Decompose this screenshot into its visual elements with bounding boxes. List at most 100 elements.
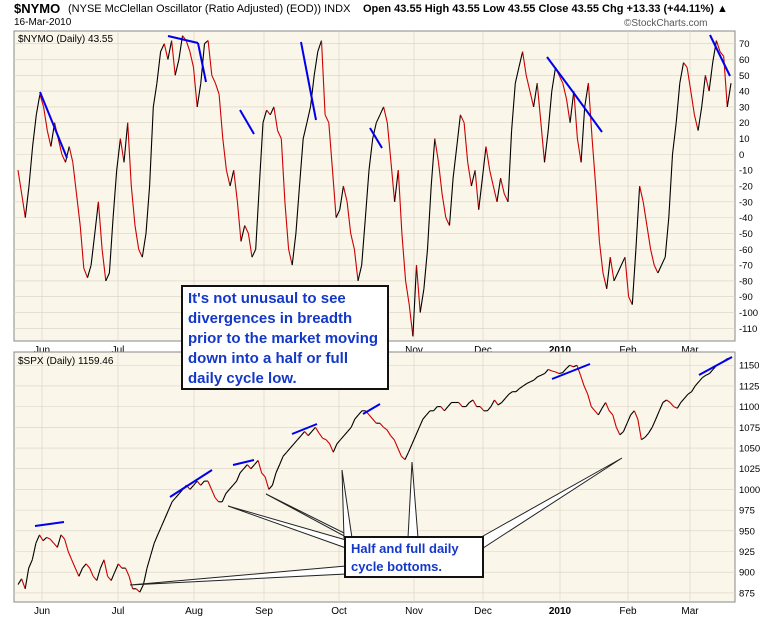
y-tick-label: 20 [739, 118, 750, 129]
series-segment [298, 138, 304, 187]
series-segment [331, 170, 337, 218]
series-segment [302, 122, 308, 139]
series-segment [258, 122, 264, 187]
spx-x-axis: Jun Jul Aug Sep Oct Nov Dec 2010 Feb Mar [34, 606, 699, 617]
series-segment [543, 130, 549, 163]
series-segment [508, 391, 513, 395]
series-segment [489, 170, 494, 187]
series-segment [99, 559, 105, 569]
series-segment [35, 94, 41, 115]
cycle-bottoms-callout: Half and full daily cycle bottoms. [344, 536, 484, 578]
series-segment [448, 178, 454, 226]
y-tick-label: 70 [739, 39, 750, 50]
series-segment [562, 83, 568, 100]
series-segment [415, 427, 420, 436]
nymo-y-axis: 70 60 50 40 30 20 10 0 -10 -20 -30 -40 -50 -60 -70 -80 -… [739, 39, 758, 335]
series-segment [701, 374, 707, 379]
series-segment [693, 114, 699, 131]
series-segment [408, 304, 414, 337]
series-segment [264, 476, 270, 490]
series-segment [293, 439, 298, 445]
series-segment [426, 185, 432, 250]
series-segment [207, 40, 213, 76]
divergence-line [698, 356, 733, 376]
series-segment [251, 249, 257, 258]
divergence-line [291, 423, 318, 435]
series-segment [551, 370, 556, 373]
y-tick-label: 1150 [739, 361, 759, 372]
series-segment [673, 406, 678, 409]
series-segment [558, 75, 564, 84]
series-segment [708, 62, 714, 92]
series-segment [49, 538, 55, 544]
series-segment [533, 83, 538, 107]
series-segment [683, 62, 688, 68]
series-segment [291, 233, 297, 266]
series-segment [447, 402, 452, 407]
series-segment [518, 51, 524, 68]
y-tick-label: -110 [739, 324, 757, 335]
series-segment [273, 106, 279, 131]
series-segment [64, 146, 70, 163]
series-segment [459, 114, 465, 123]
symbol-description: (NYSE McClellan Oscillator (Ratio Adjust… [68, 3, 351, 15]
series-segment [580, 106, 586, 163]
series-segment [701, 75, 706, 107]
series-segment [617, 264, 622, 274]
series-segment [613, 272, 619, 282]
series-segment [64, 538, 69, 552]
series-segment [28, 559, 33, 569]
divergence-line [551, 363, 591, 380]
series-segment [196, 480, 202, 486]
series-segment [239, 468, 245, 474]
series-segment [606, 257, 611, 289]
series-segment [71, 559, 76, 569]
series-segment [138, 249, 143, 258]
series-segment [196, 83, 202, 107]
series-segment [639, 185, 644, 202]
series-segment [139, 584, 144, 593]
series-segment [514, 67, 520, 84]
divergence-line [369, 127, 383, 149]
series-segment [60, 534, 66, 540]
series-segment [116, 138, 121, 171]
series-segment [668, 154, 674, 218]
series-segment [225, 170, 231, 187]
series-segment [250, 464, 255, 470]
series-segment [332, 443, 338, 453]
y-tick-label: 1125 [739, 381, 759, 392]
y-tick-label: -70 [739, 261, 753, 272]
spx-series [17, 357, 732, 593]
series-segment [295, 185, 301, 234]
series-segment [300, 431, 306, 436]
series-segment [478, 178, 483, 210]
series-segment [687, 391, 692, 395]
y-tick-label: 30 [739, 102, 750, 113]
divergence-line [546, 56, 574, 93]
series-segment [97, 201, 103, 250]
quote-readout: Open 43.55 High 43.55 Low 43.55 Close 43… [363, 3, 728, 15]
x-tick-label: Dec [474, 606, 492, 617]
y-tick-label: -30 [739, 197, 753, 208]
symbol-title: $NYMO [14, 1, 61, 16]
series-segment [587, 83, 593, 139]
series-segment [651, 418, 657, 428]
divergence-line [197, 42, 207, 83]
series-segment [423, 249, 429, 289]
series-segment [569, 364, 574, 368]
series-segment [306, 106, 312, 123]
series-segment [269, 106, 275, 116]
series-segment [719, 51, 725, 57]
series-segment [397, 170, 403, 234]
series-segment [17, 170, 23, 194]
series-segment [268, 484, 273, 490]
series-segment [386, 429, 392, 436]
series-segment [386, 122, 392, 163]
series-segment [266, 109, 271, 116]
series-segment [218, 94, 224, 139]
spx-y-axis: 1150 1125 1100 1075 1050 1025 1000 975 950 925 900… [739, 361, 760, 600]
series-segment [441, 193, 447, 218]
series-segment [214, 497, 220, 503]
series-segment [160, 518, 166, 527]
series-segment [236, 201, 242, 242]
